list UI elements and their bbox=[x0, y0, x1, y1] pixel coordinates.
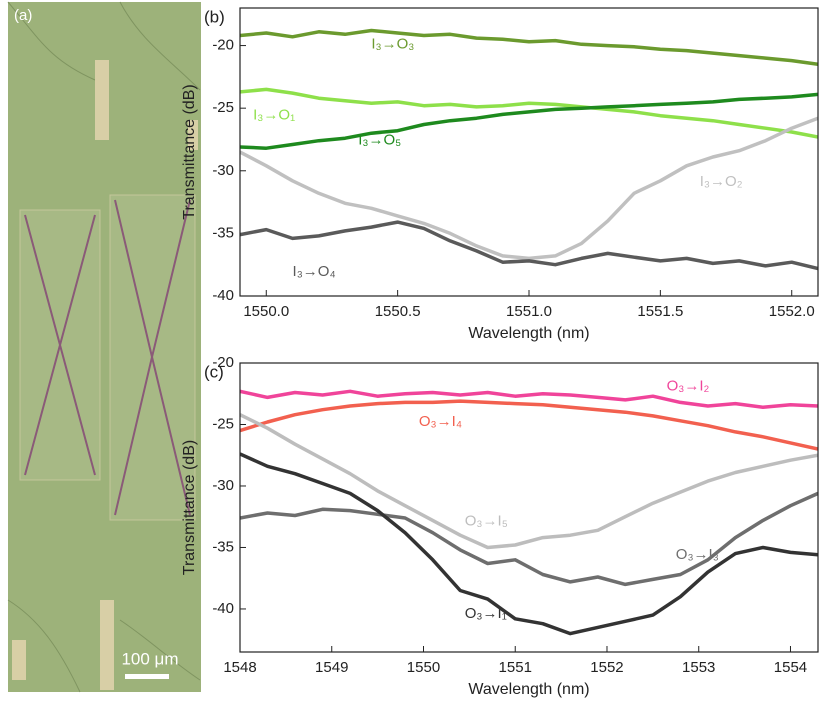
y-tick-label: -35 bbox=[212, 538, 234, 555]
y-tick-label: -20 bbox=[212, 37, 234, 54]
x-tick-label: 1550.5 bbox=[375, 303, 421, 320]
series-label: I₃→O₄ bbox=[293, 263, 336, 280]
micrograph: (a) 100 μm bbox=[7, 1, 201, 693]
series-label: I₃→O₁ bbox=[253, 107, 295, 124]
series-line bbox=[240, 220, 818, 271]
y-tick-label: -30 bbox=[212, 162, 234, 179]
x-tick-label: 1552 bbox=[590, 659, 623, 676]
series-line bbox=[240, 389, 818, 410]
x-tick-label: 1551.0 bbox=[506, 303, 552, 320]
scale-bar-label: 100 μm bbox=[121, 649, 178, 668]
series-label: O₃→I₂ bbox=[667, 377, 710, 394]
series-line bbox=[240, 452, 818, 636]
series-label: O₃→I₄ bbox=[419, 413, 462, 430]
panel-label: (c) bbox=[204, 362, 224, 381]
series-line bbox=[240, 399, 818, 451]
line-chart: 1550.0 1550.5 1551.0 1551.5 1552.0 -40 -35 -30 -… bbox=[181, 7, 819, 342]
x-tick-label: 1550 bbox=[407, 659, 440, 676]
x-tick-label: 1554 bbox=[774, 659, 807, 676]
panel-label: (a) bbox=[14, 7, 32, 24]
x-tick-label: 1550.0 bbox=[243, 303, 289, 320]
x-tick-label: 1551 bbox=[499, 659, 532, 676]
plot-frame bbox=[239, 362, 819, 653]
series-label: I₃→O₂ bbox=[700, 173, 743, 190]
series-line bbox=[240, 413, 818, 550]
y-axis-label: Transmittance (dB) bbox=[181, 440, 198, 575]
y-tick-label: -40 bbox=[212, 287, 234, 304]
y-tick-label: -20 bbox=[212, 354, 234, 371]
y-tick-label: -35 bbox=[212, 224, 234, 241]
y-tick-label: -25 bbox=[212, 415, 234, 432]
series-label: O₃→I₅ bbox=[465, 513, 508, 530]
x-tick-label: 1548 bbox=[223, 659, 256, 676]
y-axis-label: Transmittance (dB) bbox=[181, 84, 198, 219]
plot-frame bbox=[239, 7, 819, 297]
line-chart: 1548 1549 1550 1551 1552 1553 1554 -40 -35 -30 -25… bbox=[181, 354, 819, 698]
y-tick-label: -25 bbox=[212, 99, 234, 116]
series-line bbox=[240, 491, 818, 587]
panel-label: (b) bbox=[204, 7, 225, 26]
x-tick-label: 1551.5 bbox=[637, 303, 683, 320]
x-tick-label: 1549 bbox=[315, 659, 348, 676]
series-line bbox=[240, 87, 818, 139]
series-label: O₃→I₁ bbox=[465, 605, 507, 622]
series-line bbox=[240, 116, 818, 261]
series-label: I₃→O₃ bbox=[371, 35, 414, 52]
series-label: O₃→I₃ bbox=[676, 546, 719, 563]
x-axis-label: Wavelength (nm) bbox=[468, 681, 589, 698]
x-tick-label: 1552.0 bbox=[769, 303, 815, 320]
y-tick-label: -30 bbox=[212, 477, 234, 494]
x-tick-label: 1553 bbox=[682, 659, 715, 676]
series-line bbox=[240, 28, 818, 67]
x-axis-label: Wavelength (nm) bbox=[468, 325, 589, 342]
series-label: I₃→O₅ bbox=[358, 132, 401, 149]
y-tick-label: -40 bbox=[212, 600, 234, 617]
series-line bbox=[240, 92, 818, 150]
